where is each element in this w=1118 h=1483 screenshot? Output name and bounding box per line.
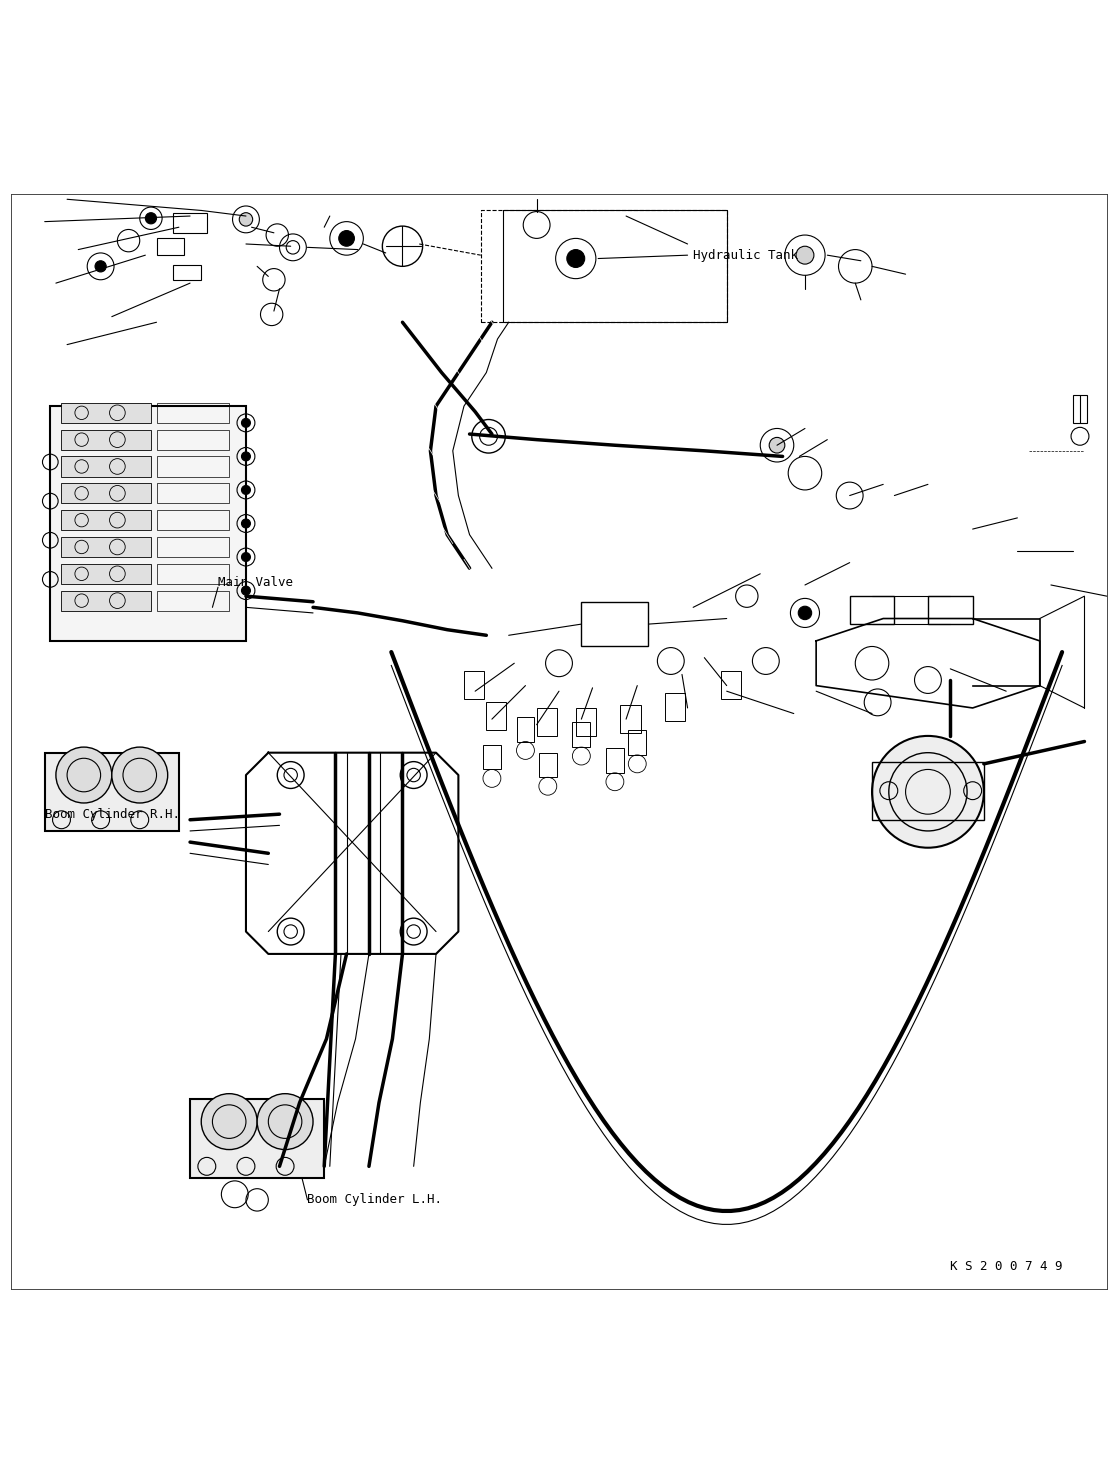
Bar: [157, 537, 229, 558]
Circle shape: [872, 736, 984, 848]
Bar: [157, 564, 229, 584]
Circle shape: [257, 1093, 313, 1149]
Bar: [190, 1099, 324, 1178]
Bar: [61, 537, 151, 558]
Bar: [61, 430, 151, 449]
Bar: [872, 762, 984, 820]
Text: Main Valve: Main Valve: [218, 577, 293, 589]
Circle shape: [95, 261, 106, 271]
Bar: [45, 753, 179, 830]
Bar: [61, 510, 151, 531]
Bar: [61, 457, 151, 476]
Circle shape: [241, 418, 250, 427]
Bar: [576, 707, 596, 736]
Circle shape: [241, 586, 250, 595]
Bar: [928, 596, 973, 624]
Circle shape: [201, 1093, 257, 1149]
Bar: [481, 211, 727, 322]
Circle shape: [239, 212, 253, 225]
Bar: [721, 672, 741, 698]
Bar: [581, 602, 648, 647]
Bar: [157, 483, 229, 503]
Bar: [157, 239, 184, 255]
Bar: [606, 749, 624, 773]
Text: Boom Cylinder L.H.: Boom Cylinder L.H.: [307, 1194, 443, 1206]
Bar: [517, 716, 534, 742]
Circle shape: [339, 230, 354, 246]
Circle shape: [798, 607, 812, 620]
Bar: [157, 430, 229, 449]
Bar: [537, 707, 557, 736]
Bar: [1073, 394, 1087, 423]
Circle shape: [145, 212, 157, 224]
Bar: [173, 265, 201, 280]
Bar: [539, 753, 557, 777]
Circle shape: [56, 747, 112, 802]
Bar: [61, 590, 151, 611]
Text: K S 2 0 0 7 4 9: K S 2 0 0 7 4 9: [950, 1261, 1063, 1274]
Bar: [61, 403, 151, 423]
Bar: [61, 564, 151, 584]
Circle shape: [241, 519, 250, 528]
Bar: [157, 510, 229, 531]
Circle shape: [241, 485, 250, 494]
Circle shape: [241, 553, 250, 562]
Circle shape: [769, 437, 785, 452]
Circle shape: [796, 246, 814, 264]
Bar: [157, 590, 229, 611]
Text: Hydraulic Tank: Hydraulic Tank: [693, 249, 798, 261]
Bar: [483, 744, 501, 770]
Circle shape: [567, 249, 585, 267]
Bar: [50, 406, 246, 641]
Bar: [173, 212, 207, 233]
Circle shape: [241, 452, 250, 461]
Bar: [157, 403, 229, 423]
Bar: [486, 703, 506, 730]
Bar: [665, 694, 685, 721]
Bar: [850, 596, 894, 624]
Bar: [620, 704, 641, 733]
Bar: [628, 730, 646, 755]
Bar: [61, 483, 151, 503]
Bar: [157, 457, 229, 476]
Bar: [572, 722, 590, 747]
Text: Boom Cylinder R.H.: Boom Cylinder R.H.: [45, 808, 180, 820]
Circle shape: [112, 747, 168, 802]
Bar: [464, 672, 484, 698]
